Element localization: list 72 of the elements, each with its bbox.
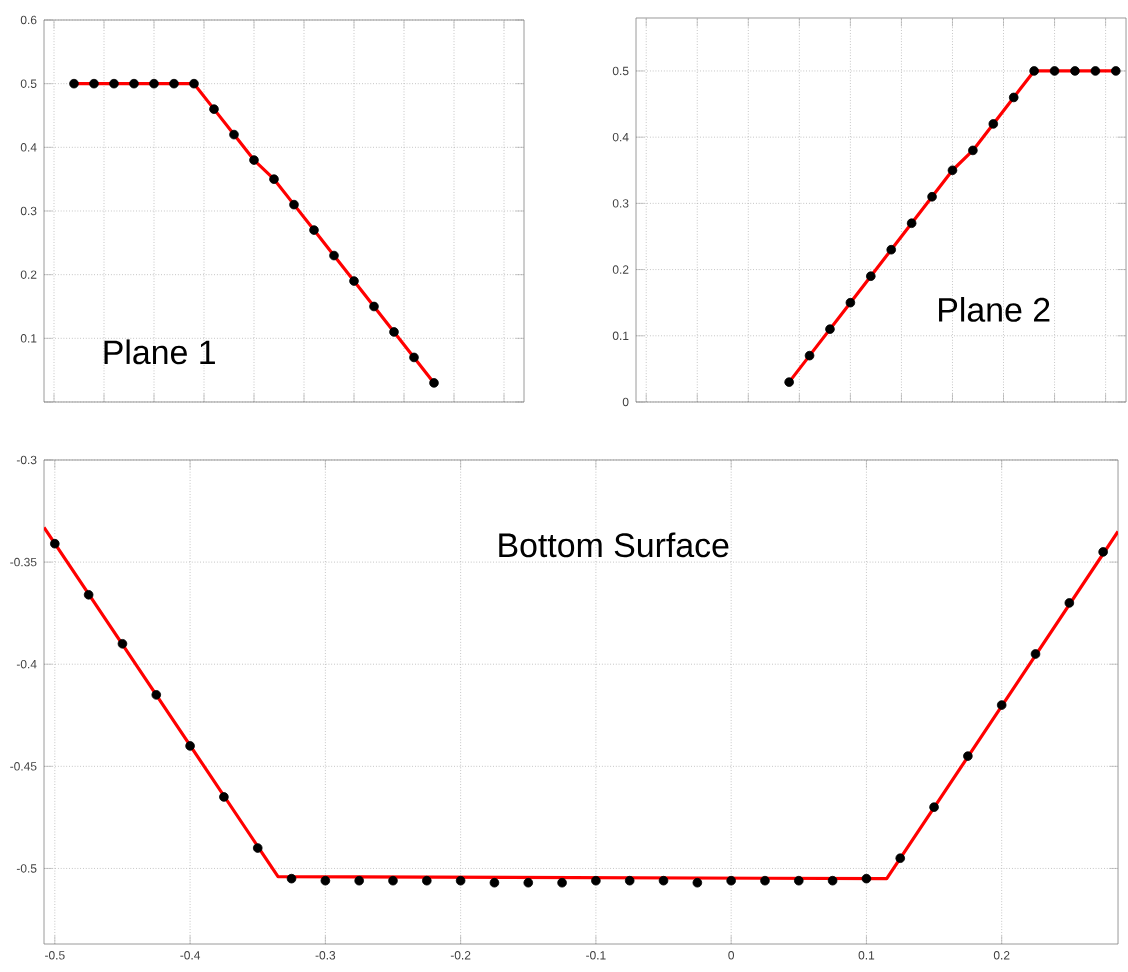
point (229, 129, 239, 140)
point (185, 741, 195, 751)
point (249, 155, 259, 165)
point (784, 377, 794, 387)
point (219, 792, 229, 802)
point (886, 244, 896, 255)
point (591, 875, 601, 886)
point (658, 875, 669, 886)
point (624, 875, 635, 886)
point (726, 875, 736, 886)
point (169, 78, 179, 89)
point (996, 700, 1007, 710)
line-series (44, 525, 1119, 881)
point (1008, 92, 1019, 103)
point (523, 877, 534, 888)
point (289, 199, 299, 210)
point (309, 225, 319, 235)
point (286, 873, 297, 884)
point (692, 877, 703, 888)
point (69, 78, 79, 89)
point (1090, 66, 1101, 76)
point (1111, 66, 1121, 76)
point (825, 324, 835, 334)
point (929, 802, 939, 812)
point (1049, 66, 1060, 76)
point (947, 165, 958, 176)
point (329, 250, 339, 261)
point (963, 751, 973, 761)
point (906, 218, 917, 229)
point (988, 119, 999, 129)
point (189, 78, 199, 89)
point (50, 538, 60, 549)
point (117, 639, 128, 649)
point (151, 690, 162, 700)
point (968, 145, 978, 156)
point (861, 873, 872, 884)
point (149, 78, 159, 89)
point (109, 78, 119, 89)
point (1064, 598, 1075, 608)
text: Plane 2 (939, 296, 1050, 322)
point (429, 378, 439, 388)
point (1029, 66, 1039, 76)
point (252, 843, 263, 853)
point (209, 104, 219, 114)
point (927, 191, 937, 202)
point (422, 875, 432, 886)
point (369, 301, 379, 312)
point (845, 297, 856, 308)
point (89, 78, 99, 89)
point (388, 875, 398, 886)
point (83, 589, 94, 600)
point (827, 875, 838, 886)
text: Bottom Surface (499, 532, 729, 558)
point (866, 271, 876, 281)
text: Plane 1 (104, 339, 215, 365)
point (489, 877, 500, 888)
point (409, 352, 419, 363)
point (1098, 547, 1108, 557)
point (1070, 66, 1080, 76)
point (349, 276, 359, 286)
point (354, 875, 364, 886)
point (794, 875, 804, 886)
point (129, 78, 139, 89)
point (895, 853, 906, 864)
point (760, 875, 770, 886)
point (269, 174, 279, 184)
point (1030, 649, 1041, 659)
point (455, 875, 466, 886)
point (389, 327, 399, 337)
point (320, 875, 331, 886)
point (804, 350, 815, 361)
point (557, 877, 567, 888)
